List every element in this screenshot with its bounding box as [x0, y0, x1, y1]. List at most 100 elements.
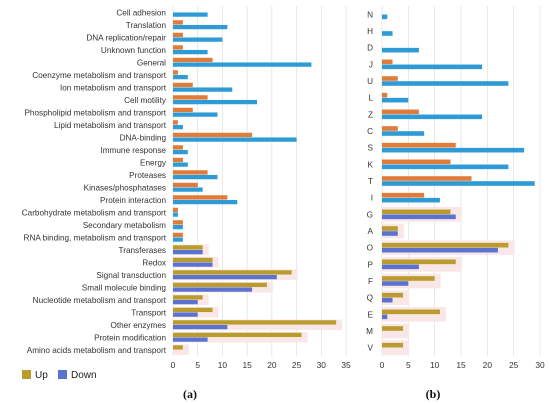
highlight-band-a [173, 257, 219, 268]
highlight-band-a [173, 282, 273, 293]
bar-up-a [173, 320, 337, 325]
highlight-band-b [382, 290, 410, 305]
legend-up-swatch [22, 370, 31, 379]
x-tick-label-a: 30 [317, 360, 327, 370]
highlight-band-a [173, 319, 343, 330]
category-label-b: F [368, 277, 373, 286]
category-label-a: Nucleotide metabolism and transport [33, 296, 167, 305]
x-tick-label-a: 5 [195, 360, 200, 370]
bar-up-a [173, 120, 178, 125]
bar-up-b [382, 109, 419, 115]
category-label-b: V [368, 344, 374, 353]
category-label-b: Q [367, 294, 373, 303]
bar-down-a [173, 149, 188, 155]
bar-down-a [173, 137, 297, 142]
bar-down-b [382, 264, 419, 270]
category-label-a: Secondary metabolism [83, 221, 166, 230]
bar-down-a [173, 124, 183, 130]
bar-down-a [173, 324, 228, 330]
bar-up-a [173, 332, 302, 338]
category-label-a: Ion metabolism and transport [60, 83, 167, 92]
bar-up-a [173, 270, 292, 275]
bar-down-a [173, 299, 198, 305]
bar-up-a [173, 220, 183, 225]
category-label-a: Proteases [129, 171, 166, 180]
bar-down-b [382, 314, 388, 320]
bar-up-a [173, 232, 183, 238]
category-label-b: P [368, 260, 374, 269]
category-label-a: Phospholipid metabolism and transport [24, 108, 166, 117]
category-label-b: L [368, 94, 373, 103]
category-label-a: Immune response [100, 146, 166, 155]
bar-up-b [382, 242, 509, 248]
x-tick-label-b: 15 [456, 360, 466, 370]
bar-down-a [173, 12, 208, 17]
bar-down-a [173, 99, 258, 105]
bar-down-a [173, 24, 228, 30]
category-label-b: A [368, 227, 374, 236]
bar-up-b [382, 76, 398, 81]
bar-up-a [173, 170, 208, 175]
bar-up-a [173, 295, 203, 300]
category-label-b: J [369, 60, 373, 69]
bar-up-a [173, 107, 193, 113]
bar-up-a [173, 70, 178, 75]
bar-up-b [382, 209, 451, 215]
category-label-b: S [368, 144, 374, 153]
bar-down-b [382, 147, 525, 153]
category-label-b: Z [368, 110, 373, 119]
bar-down-a [173, 74, 188, 80]
x-tick-label-a: 35 [341, 360, 351, 370]
bar-up-b [382, 92, 388, 98]
bar-up-a [173, 207, 178, 213]
bar-up-a [173, 45, 183, 50]
x-tick-label-a: 25 [292, 360, 302, 370]
bar-down-b [382, 31, 393, 36]
bar-up-a [173, 132, 253, 138]
bar-down-b [382, 231, 398, 236]
category-label-a: Energy [140, 158, 167, 167]
bar-down-a [173, 174, 218, 180]
highlight-band-a [173, 332, 308, 343]
bar-down-a [173, 337, 208, 342]
bar-up-b [382, 126, 398, 131]
bar-down-b [382, 197, 440, 203]
x-tick-label-a: 20 [267, 360, 277, 370]
bar-down-b [382, 181, 535, 186]
category-label-a: Coenzyme metabolism and transport [32, 71, 167, 80]
bar-down-b [382, 47, 419, 53]
bar-down-a [173, 49, 208, 55]
bar-down-b [382, 297, 393, 303]
bar-down-b [382, 97, 409, 103]
x-tick-label-b: 10 [430, 360, 440, 370]
bar-up-a [173, 95, 208, 100]
x-tick-label-b: 0 [380, 360, 385, 370]
bar-down-a [173, 287, 253, 292]
bar-down-a [173, 87, 233, 92]
category-label-b: E [368, 310, 374, 319]
bar-down-a [173, 262, 213, 267]
bar-down-b [382, 247, 498, 253]
bar-down-a [173, 62, 312, 67]
highlight-band-a [173, 294, 209, 305]
category-label-a: Small molecule binding [82, 283, 167, 292]
bar-down-a [173, 199, 238, 205]
bar-down-b [382, 214, 456, 220]
highlight-band-a [173, 344, 189, 355]
category-label-a: Translation [126, 21, 167, 30]
x-tick-label-a: 15 [242, 360, 252, 370]
bar-down-b [382, 64, 483, 70]
bar-down-a [173, 162, 188, 167]
x-tick-label-b: 25 [509, 360, 519, 370]
highlight-band-a [173, 244, 209, 255]
category-label-a: DNA-binding [120, 133, 167, 142]
bar-down-a [173, 312, 198, 317]
highlight-band-b [382, 257, 462, 272]
category-label-a: Lipid metabolism and transport [54, 121, 167, 130]
bar-down-b [382, 131, 425, 136]
bar-up-b [382, 326, 404, 331]
category-label-a: Transferases [119, 246, 166, 255]
bar-down-b [382, 281, 409, 286]
